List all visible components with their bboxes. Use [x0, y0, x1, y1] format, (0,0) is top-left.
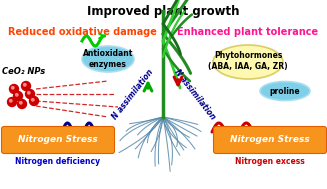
Text: Phytohormones
(ABA, IAA, GA, ZR): Phytohormones (ABA, IAA, GA, ZR) — [208, 51, 288, 71]
Circle shape — [9, 100, 12, 102]
Text: Reduced oxidative damage: Reduced oxidative damage — [8, 27, 156, 37]
Circle shape — [9, 84, 19, 94]
Text: Nitrogen Stress: Nitrogen Stress — [230, 136, 310, 145]
FancyBboxPatch shape — [2, 126, 114, 153]
Circle shape — [8, 98, 16, 106]
Circle shape — [11, 87, 14, 89]
Text: Antioxidant
enzymes: Antioxidant enzymes — [83, 49, 133, 69]
Text: N assimilation: N assimilation — [111, 67, 155, 121]
Circle shape — [20, 102, 22, 104]
Text: CeO₂ NPs: CeO₂ NPs — [2, 67, 46, 75]
Text: Enhanced plant tolerance: Enhanced plant tolerance — [178, 27, 318, 37]
Text: Improved plant growth: Improved plant growth — [87, 5, 240, 18]
Circle shape — [18, 99, 26, 108]
Ellipse shape — [82, 46, 134, 72]
Circle shape — [13, 91, 23, 101]
Circle shape — [16, 94, 18, 96]
Circle shape — [27, 92, 30, 94]
Ellipse shape — [213, 45, 283, 79]
Text: Nitrogen deficiency: Nitrogen deficiency — [15, 156, 101, 166]
Circle shape — [22, 81, 30, 91]
Circle shape — [32, 99, 34, 101]
Text: N assimilation: N assimilation — [173, 67, 217, 121]
Ellipse shape — [260, 81, 310, 101]
FancyBboxPatch shape — [214, 126, 326, 153]
Text: Nitrogen excess: Nitrogen excess — [235, 156, 305, 166]
Circle shape — [29, 97, 39, 105]
Circle shape — [24, 84, 26, 86]
Circle shape — [26, 90, 35, 98]
Text: Nitrogen Stress: Nitrogen Stress — [18, 136, 98, 145]
Text: proline: proline — [270, 87, 300, 95]
